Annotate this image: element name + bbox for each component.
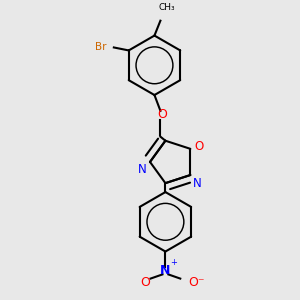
Text: +: + <box>170 258 177 267</box>
Text: O: O <box>140 276 150 289</box>
Text: N: N <box>193 176 202 190</box>
Text: Br: Br <box>95 43 106 52</box>
Text: N: N <box>138 164 147 176</box>
Text: N: N <box>160 264 171 278</box>
Text: O⁻: O⁻ <box>188 276 205 289</box>
Text: CH₃: CH₃ <box>158 3 175 12</box>
Text: O: O <box>194 140 203 153</box>
Text: O: O <box>157 108 167 121</box>
